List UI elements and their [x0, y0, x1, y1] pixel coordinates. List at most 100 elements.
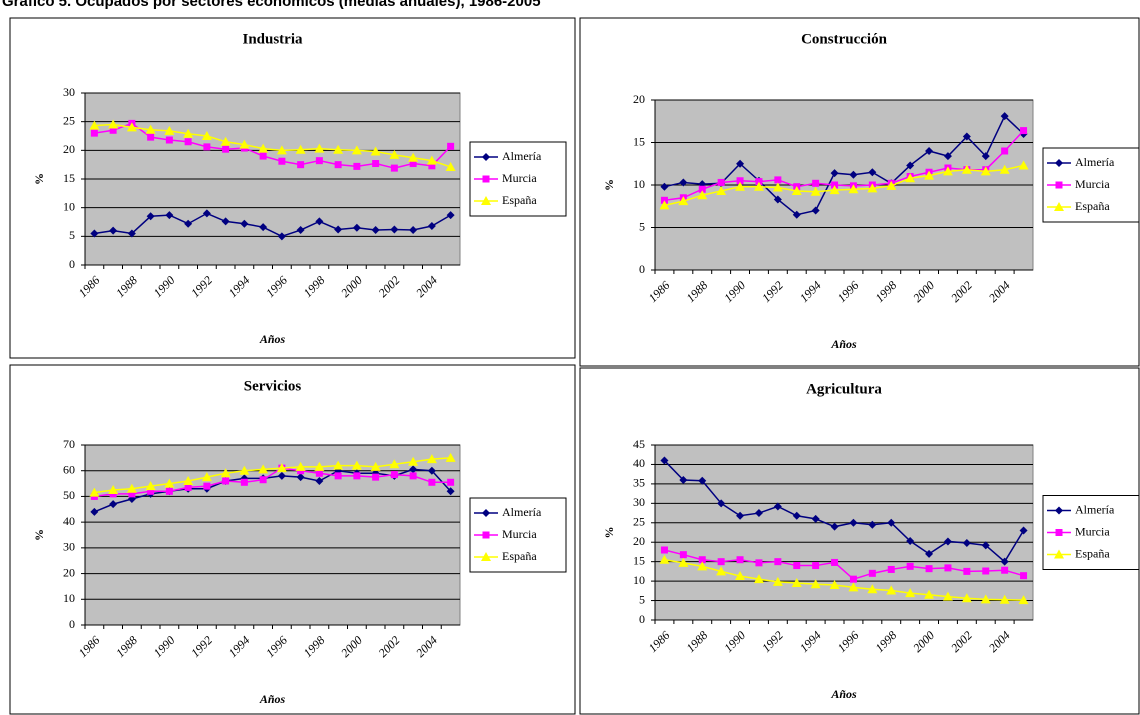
- data-point: [999, 594, 1010, 604]
- data-point: [445, 452, 456, 462]
- data-point: [277, 471, 286, 480]
- data-point: [89, 487, 100, 497]
- data-point: [963, 567, 971, 575]
- data-point: [736, 511, 745, 520]
- legend-label: España: [502, 549, 537, 563]
- x-tick-label: 2004: [986, 628, 1013, 655]
- data-point: [165, 136, 173, 144]
- legend-label: Murcia: [1075, 177, 1110, 191]
- y-tick-label: 10: [63, 199, 75, 213]
- data-point: [887, 518, 896, 527]
- data-point: [239, 465, 250, 475]
- data-point: [146, 212, 155, 221]
- chart-title: Industria: [242, 31, 303, 47]
- data-point: [886, 585, 897, 595]
- data-point: [277, 232, 286, 241]
- data-point: [981, 541, 990, 550]
- data-point: [127, 229, 136, 238]
- data-point: [408, 152, 419, 162]
- legend-label: España: [502, 193, 537, 207]
- data-point: [1020, 127, 1028, 135]
- x-tick-label: 1986: [646, 278, 673, 305]
- x-tick-label: 1986: [646, 628, 673, 655]
- legend-marker: [481, 552, 491, 561]
- legend-label: España: [1075, 546, 1110, 560]
- data-point: [1018, 160, 1029, 170]
- data-point: [811, 206, 820, 215]
- data-point: [370, 461, 381, 471]
- data-point: [428, 478, 436, 486]
- legend-label: Murcia: [502, 527, 537, 541]
- data-point: [962, 132, 971, 141]
- data-point: [145, 124, 156, 134]
- legend-marker: [1055, 529, 1063, 536]
- legend-label: Murcia: [1075, 524, 1110, 538]
- data-point: [295, 144, 306, 154]
- data-point: [792, 210, 801, 219]
- data-point: [164, 125, 175, 135]
- data-point: [772, 576, 783, 586]
- data-point: [1001, 566, 1009, 574]
- data-point: [109, 500, 118, 509]
- x-tick-label: 1994: [797, 628, 824, 655]
- data-point: [943, 152, 952, 161]
- data-point: [447, 478, 455, 486]
- y-tick-label: 40: [63, 514, 75, 528]
- legend-label: Almería: [1075, 502, 1115, 516]
- data-point: [315, 157, 323, 165]
- data-point: [108, 485, 119, 494]
- y-tick-label: 20: [633, 534, 645, 548]
- y-tick-label: 70: [63, 437, 75, 451]
- data-point: [90, 129, 98, 137]
- data-point: [697, 190, 708, 200]
- y-tick-label: 15: [633, 553, 645, 567]
- data-point: [848, 582, 859, 592]
- data-point: [679, 476, 688, 484]
- data-point: [126, 122, 137, 132]
- data-point: [830, 169, 839, 178]
- data-point: [109, 226, 118, 235]
- x-tick-label: 2000: [338, 633, 365, 660]
- legend-label: Almería: [502, 505, 542, 519]
- data-point: [830, 522, 839, 531]
- data-point: [147, 487, 155, 495]
- y-axis-label: %: [32, 529, 46, 541]
- y-tick-label: 60: [63, 462, 75, 476]
- data-point: [679, 551, 687, 559]
- data-point: [962, 539, 971, 547]
- data-point: [447, 142, 455, 150]
- data-point: [408, 456, 419, 466]
- y-axis-label: %: [32, 173, 46, 185]
- x-tick-label: 2002: [948, 278, 975, 305]
- chart-title: Servicios: [244, 378, 302, 394]
- data-point: [1019, 526, 1028, 535]
- data-point: [887, 565, 895, 573]
- data-point: [867, 183, 878, 193]
- data-point: [792, 511, 801, 520]
- data-point: [333, 144, 344, 154]
- data-point: [716, 566, 727, 576]
- y-tick-label: 30: [633, 495, 645, 509]
- data-point: [203, 143, 211, 151]
- legend-label: Almería: [1075, 155, 1115, 169]
- x-tick-label: 1992: [759, 278, 786, 305]
- x-tick-label: 1988: [683, 628, 710, 655]
- data-point: [184, 483, 192, 491]
- series-line: [664, 164, 1024, 207]
- data-point: [924, 170, 935, 180]
- plot-area: [654, 444, 1034, 621]
- data-point: [811, 514, 820, 523]
- data-point: [810, 579, 821, 589]
- y-tick-label: 25: [633, 515, 645, 529]
- data-point: [1000, 557, 1009, 566]
- data-point: [753, 574, 764, 584]
- data-point: [735, 181, 746, 191]
- data-point: [351, 145, 362, 155]
- panel-border: [9, 17, 576, 359]
- page-title: Gráfico 5. Ocupados por sectores económi…: [2, 0, 541, 10]
- y-tick-label: 10: [633, 177, 645, 191]
- data-point: [165, 211, 174, 220]
- data-point: [1020, 572, 1028, 580]
- data-point: [831, 558, 839, 566]
- data-point: [772, 182, 783, 192]
